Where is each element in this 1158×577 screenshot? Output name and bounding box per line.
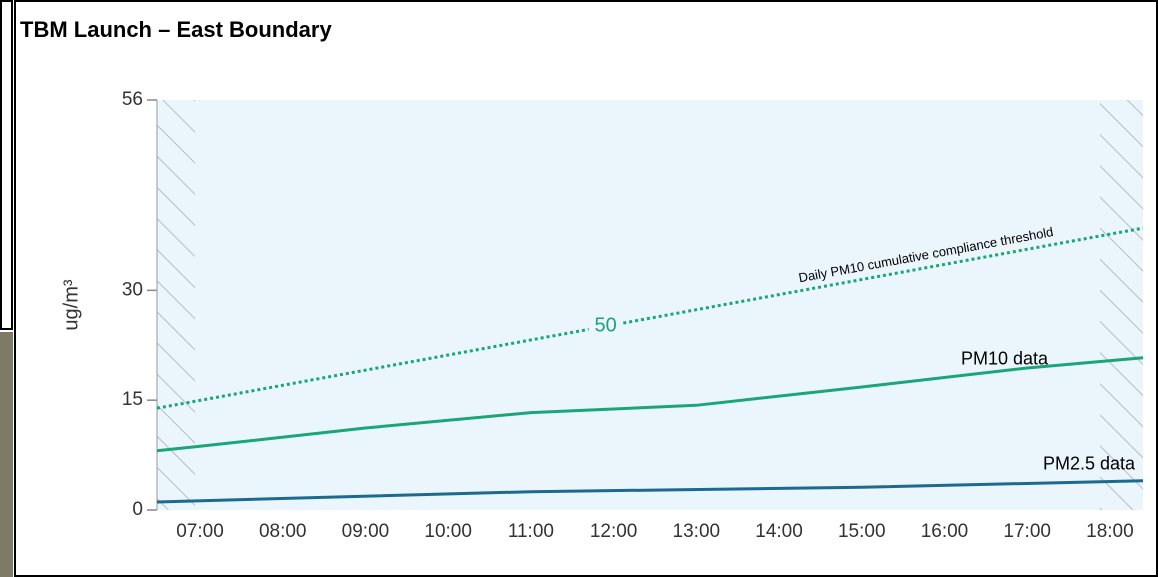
y-tick-label: 56	[122, 89, 143, 110]
x-tick-label: 14:00	[755, 521, 803, 542]
hatch-right	[1100, 100, 1143, 510]
x-tick-label: 17:00	[1003, 521, 1051, 542]
x-tick-label: 09:00	[342, 521, 390, 542]
side-image	[0, 332, 13, 577]
y-axis-label: ug/m³	[60, 279, 82, 330]
hatch-left	[157, 100, 195, 510]
x-tick-label: 13:00	[673, 521, 721, 542]
y-tick-label: 15	[122, 389, 143, 410]
series-line	[156, 356, 1144, 453]
x-tick-label: 11:00	[508, 521, 554, 542]
x-tick-label: 16:00	[921, 521, 969, 542]
threshold-annotation: 50	[595, 315, 617, 337]
side-panel	[0, 0, 13, 330]
x-tick-label: 15:00	[838, 521, 886, 542]
x-tick-label: 08:00	[259, 521, 307, 542]
x-tick-label: 10:00	[424, 521, 472, 542]
annotation-bg	[588, 314, 623, 339]
y-tick-label: 30	[122, 279, 143, 300]
x-tick-label: 18:00	[1086, 521, 1134, 542]
series-label: PM2.5 data	[1043, 453, 1136, 473]
series-line	[156, 226, 1144, 410]
chart-title: TBM Launch – East Boundary	[20, 17, 332, 42]
x-tick-label: 12:00	[590, 521, 638, 542]
x-tick-label: 07:00	[176, 521, 224, 542]
y-tick-label: 0	[132, 499, 143, 520]
series-line	[156, 479, 1144, 504]
plot-area	[157, 100, 1143, 510]
series-label: PM10 data	[961, 348, 1049, 368]
